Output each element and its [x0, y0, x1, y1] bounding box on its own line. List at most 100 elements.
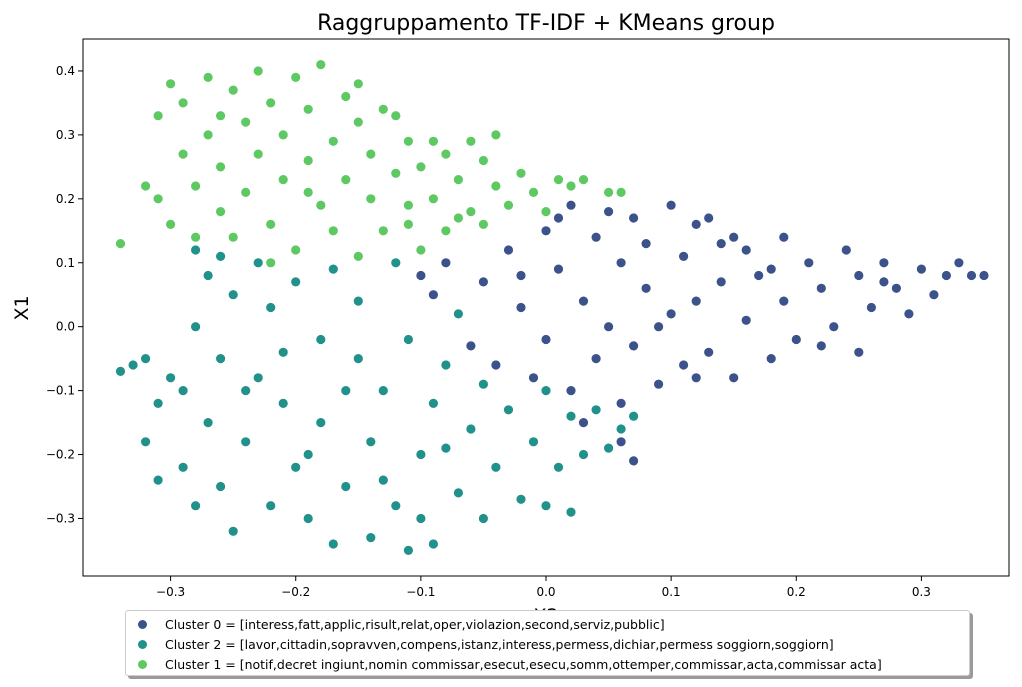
scatter-point-series-2-6	[177, 97, 189, 109]
scatter-point-series-2-26	[302, 103, 314, 115]
scatter-point-series-2-24	[290, 244, 302, 256]
scatter-point-series-0-31	[690, 218, 702, 230]
scatter-point-series-2-59	[540, 206, 552, 218]
scatter-point-series-0-63	[703, 212, 715, 224]
scatter-point-series-1-66	[377, 474, 389, 486]
scatter-point-series-1-26	[302, 513, 314, 524]
scatter-point-series-1-23	[277, 397, 289, 409]
scatter-point-series-1-11	[190, 321, 202, 333]
y-axis-label: X1	[11, 295, 33, 320]
scatter-point-series-1-21	[265, 500, 277, 512]
scatter-point-series-1-53	[528, 436, 539, 448]
scatter-point-series-1-19	[252, 257, 264, 269]
scatter-point-series-2-53	[477, 218, 489, 230]
scatter-point-series-1-43	[427, 538, 439, 550]
scatter-point-series-2-5	[177, 148, 189, 160]
scatter-point-series-2-0	[140, 180, 152, 192]
scatter-point-series-0-57	[953, 257, 965, 269]
y-tick-label: 0.2	[56, 192, 75, 206]
scatter-point-series-0-66	[653, 321, 664, 333]
scatter-point-series-1-34	[365, 436, 377, 448]
scatter-point-series-0-35	[715, 276, 727, 288]
scatter-point-series-0-11	[540, 334, 552, 345]
scatter-point-series-1-29	[327, 263, 339, 275]
scatter-point-series-0-19	[603, 321, 614, 333]
scatter-point-series-2-33	[352, 116, 364, 128]
scatter-point-series-0-56	[941, 270, 952, 281]
scatter-point-series-0-43	[790, 334, 802, 345]
scatter-point-series-0-49	[853, 346, 865, 358]
scatter-point-series-0-29	[678, 250, 689, 262]
scatter-point-series-0-16	[590, 231, 602, 243]
scatter-point-series-2-70	[402, 218, 414, 230]
scatter-point-series-0-18	[603, 206, 614, 218]
legend-marker-cluster-0	[138, 619, 147, 629]
scatter-point-series-2-64	[615, 186, 627, 198]
scatter-point-series-1-33	[352, 295, 364, 307]
scatter-point-series-1-45	[452, 487, 464, 499]
scatter-point-series-0-67	[553, 212, 564, 224]
legend-marker-cluster-1	[138, 659, 147, 669]
scatter-point-series-1-38	[390, 500, 402, 512]
scatter-point-series-2-56	[503, 199, 514, 211]
scatter-point-series-0-8	[515, 302, 527, 313]
y-tick-label: 0.3	[56, 128, 75, 142]
scatter-point-series-2-8	[190, 180, 202, 192]
scatter-point-series-1-56	[553, 461, 564, 473]
x-tick-label: −0.1	[406, 585, 435, 599]
x-tick-label: −0.2	[281, 585, 310, 599]
scatter-point-series-0-68	[515, 270, 527, 281]
scatter-point-series-2-19	[265, 218, 277, 230]
y-tick-label: −0.1	[46, 384, 75, 398]
scatter-point-series-2-68	[215, 110, 227, 122]
y-tick-label: 0.1	[56, 256, 75, 270]
scatter-point-series-1-17	[227, 525, 239, 537]
scatter-point-series-0-15	[578, 295, 589, 307]
scatter-point-series-0-41	[778, 231, 790, 243]
scatter-point-series-0-45	[815, 282, 827, 294]
scatter-point-series-2-60	[553, 174, 564, 186]
scatter-point-series-0-9	[528, 372, 539, 384]
scatter-point-series-2-63	[603, 186, 614, 198]
scatter-point-series-2-40	[390, 110, 402, 122]
scatter-point-series-2-27	[315, 59, 327, 70]
scatter-point-series-2-29	[327, 135, 339, 147]
scatter-point-series-0-13	[565, 199, 577, 211]
scatter-point-series-0-46	[828, 321, 840, 333]
legend-label-cluster-0: Cluster 0 = [interess,fatt,applic,risult…	[165, 616, 665, 632]
scatter-point-series-2-1	[152, 193, 164, 205]
y-tick-label: 0.0	[56, 320, 75, 334]
scatter-point-series-0-7	[503, 244, 514, 256]
scatter-point-series-1-71	[415, 513, 427, 524]
scatter-point-series-2-39	[390, 167, 402, 179]
scatter-point-series-0-39	[753, 270, 765, 281]
scatter-point-series-2-3	[165, 78, 177, 90]
scatter-point-series-0-17	[590, 353, 602, 365]
scatter-point-series-1-55	[540, 500, 552, 512]
scatter-point-series-0-0	[415, 270, 427, 281]
scatter-point-series-1-37	[390, 257, 402, 269]
scatter-point-series-2-20	[265, 97, 277, 109]
scatter-point-series-2-69	[302, 186, 314, 198]
scatter-point-series-0-65	[815, 340, 827, 352]
scatter-point-series-0-55	[928, 289, 940, 301]
scatter-point-series-2-25	[302, 155, 314, 166]
scatter-point-series-1-40	[402, 334, 414, 345]
y-axis: −0.3 −0.2 −0.1 0.0 0.1 0.2 0.3 0.4	[46, 64, 83, 525]
scatter-point-series-0-26	[653, 378, 664, 390]
scatter-point-series-0-42	[778, 295, 790, 307]
scatter-point-series-2-14	[227, 231, 239, 243]
scatter-point-series-0-5	[477, 276, 489, 288]
legend-entry-cluster-2: Cluster 2 = [lavor,cittadin,sopravven,co…	[138, 634, 969, 654]
scatter-point-series-2-7	[190, 231, 202, 243]
x-tick-label: 0.1	[662, 585, 681, 599]
scatter-point-series-2-57	[515, 167, 527, 179]
scatter-point-series-1-63	[628, 410, 639, 422]
scatter-point-series-1-35	[365, 532, 377, 543]
scatter-point-series-2-11	[215, 206, 227, 218]
scatter-point-series-0-32	[690, 295, 702, 307]
scatter-point-series-1-13	[202, 417, 214, 429]
scatter-point-series-1-64	[240, 385, 252, 397]
scatter-point-series-2-45	[427, 193, 439, 205]
